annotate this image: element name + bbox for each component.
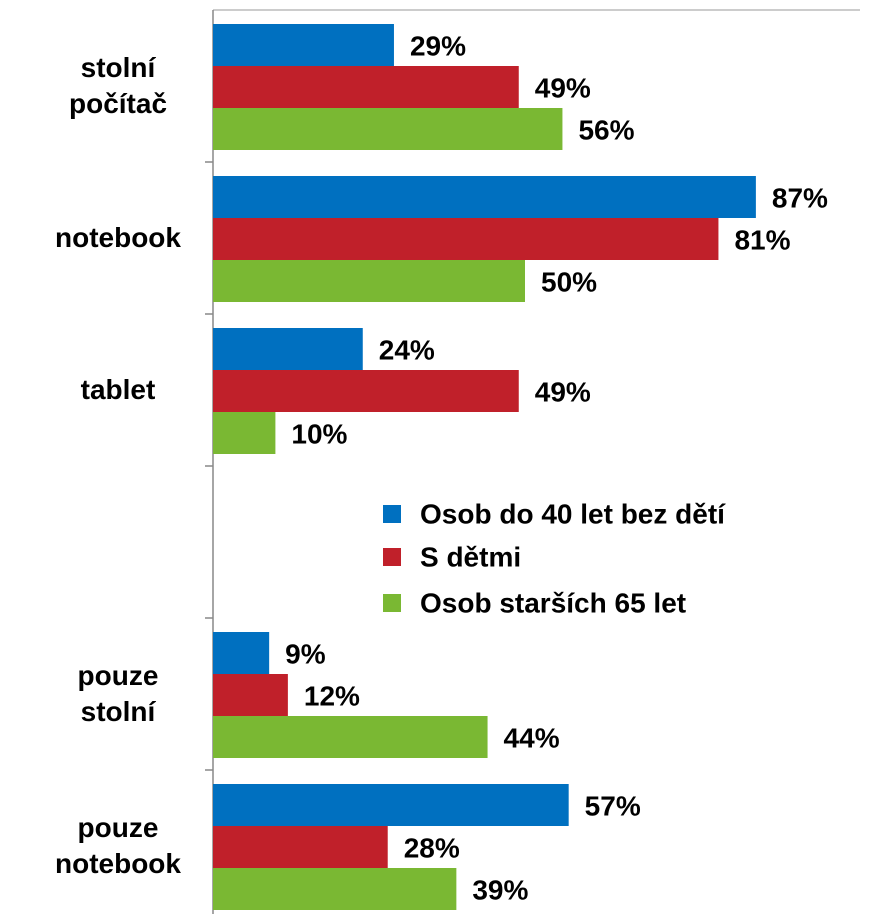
data-label: 39% — [472, 874, 528, 905]
data-label: 81% — [734, 224, 790, 255]
y-tick-label: pouze stolní — [77, 660, 159, 727]
legend-label: S dětmi — [420, 541, 521, 572]
bar — [213, 632, 270, 674]
y-tick-label: tablet — [80, 374, 156, 405]
bar — [213, 370, 519, 412]
y-tick-label: stolní počítač — [68, 52, 168, 119]
bar — [213, 868, 457, 910]
bar — [213, 176, 756, 218]
bar — [213, 24, 394, 66]
data-label: 87% — [772, 182, 828, 213]
data-label: 9% — [285, 638, 326, 669]
data-label: 49% — [535, 72, 591, 103]
bar — [213, 826, 388, 868]
data-label: 29% — [410, 30, 466, 61]
y-tick-label: notebook — [55, 222, 181, 253]
data-label: 49% — [535, 376, 591, 407]
bar — [213, 108, 563, 150]
bar — [213, 412, 276, 454]
data-label: 10% — [291, 418, 347, 449]
bar — [213, 218, 719, 260]
legend-label: Osob do 40 let bez dětí — [420, 498, 726, 529]
legend-swatch — [383, 548, 401, 566]
legend-label: Osob starších 65 let — [420, 587, 686, 618]
data-label: 24% — [379, 334, 435, 365]
legend-swatch — [383, 594, 401, 612]
data-label: 56% — [578, 114, 634, 145]
data-label: 50% — [541, 266, 597, 297]
bar — [213, 716, 488, 758]
bar — [213, 66, 519, 108]
bar — [213, 260, 525, 302]
bar — [213, 784, 569, 826]
legend-swatch — [383, 505, 401, 523]
bar — [213, 328, 363, 370]
data-label: 44% — [504, 722, 560, 753]
data-label: 28% — [404, 832, 460, 863]
bar — [213, 674, 288, 716]
y-tick-label: pouze notebook — [55, 812, 181, 879]
data-label: 12% — [304, 680, 360, 711]
data-label: 57% — [585, 790, 641, 821]
